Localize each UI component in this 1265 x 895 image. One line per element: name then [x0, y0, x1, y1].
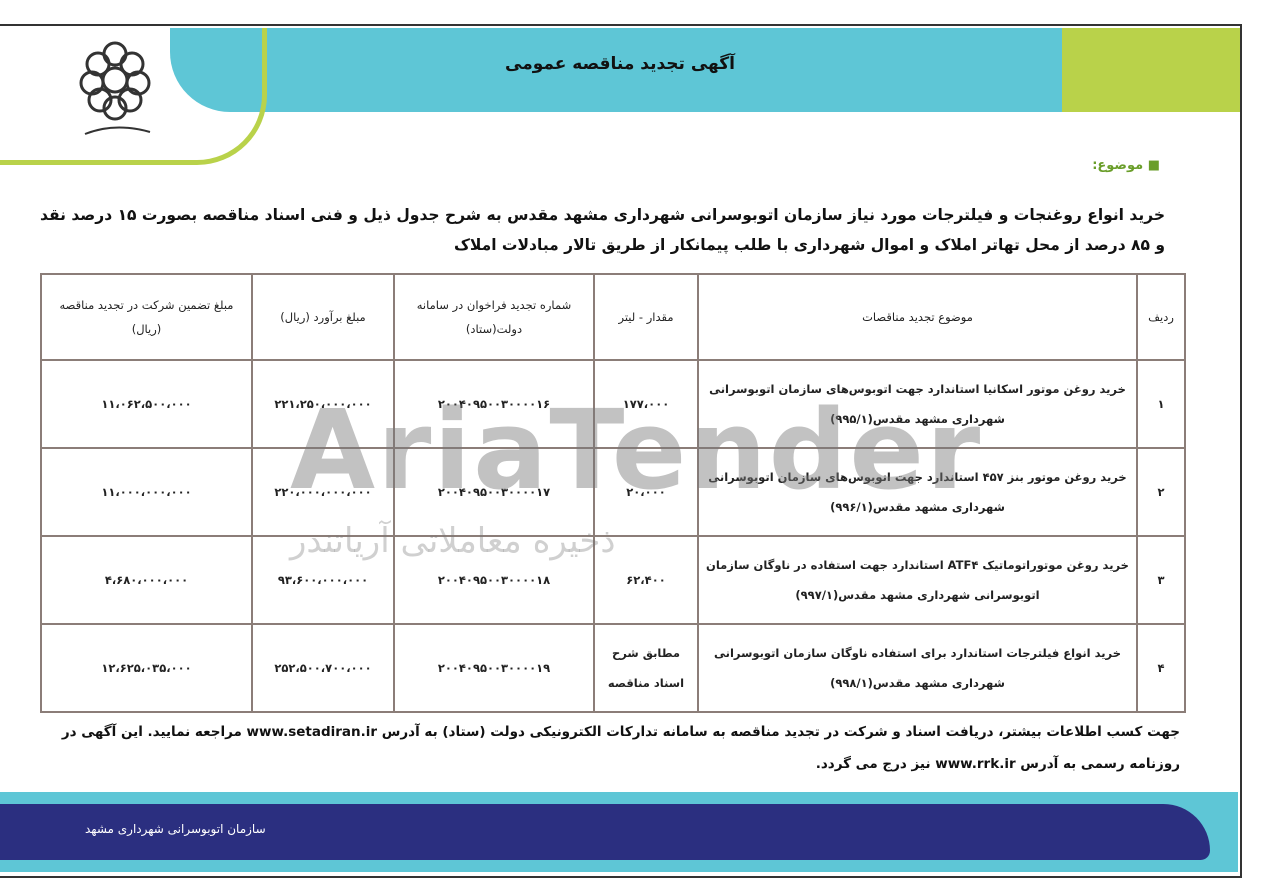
cell-subject: خرید انواع فیلترجات استاندارد برای استفا…	[697, 623, 1138, 713]
col-estimate: مبلغ برآورد (ریال)	[251, 273, 395, 361]
cell-tender-number: ۲۰۰۴۰۹۵۰۰۳۰۰۰۰۱۹	[393, 623, 595, 713]
cell-subject: خرید روغن موتور بنز ۴۵۷ استاندارد جهت ات…	[697, 447, 1138, 537]
cell-quantity: ۱۷۷،۰۰۰	[593, 359, 699, 449]
tender-notice: آگهی تجدید مناقصه عمومی ■ موضوع: خرید ان…	[0, 24, 1242, 878]
cell-estimate: ۲۲۰،۰۰۰،۰۰۰،۰۰۰	[251, 447, 395, 537]
col-guarantee: مبلغ تضمین شرکت در تجدید مناقصه (ریال)	[40, 273, 253, 361]
page-title: آگهی تجدید مناقصه عمومی	[505, 54, 735, 74]
footer-org-name: سازمان اتوبوسرانی شهرداری مشهد	[85, 822, 266, 836]
cell-row-number: ۳	[1136, 535, 1186, 625]
cell-guarantee: ۴،۶۸۰،۰۰۰،۰۰۰	[40, 535, 253, 625]
cell-guarantee: ۱۲،۶۲۵،۰۳۵،۰۰۰	[40, 623, 253, 713]
footer-navy-band: سازمان اتوبوسرانی شهرداری مشهد	[0, 804, 1210, 860]
cell-row-number: ۱	[1136, 359, 1186, 449]
col-row-number: ردیف	[1136, 273, 1186, 361]
intro-text: خرید انواع روغنجات و فیلترجات مورد نیاز …	[40, 206, 1165, 254]
col-subject: موضوع تجدید مناقصات	[697, 273, 1138, 361]
cell-quantity: ۲۰،۰۰۰	[593, 447, 699, 537]
cell-subject: خرید روغن موتور اسکانیا استاندارد جهت ات…	[697, 359, 1138, 449]
cell-quantity: ۶۲،۴۰۰	[593, 535, 699, 625]
cell-tender-number: ۲۰۰۴۰۹۵۰۰۳۰۰۰۰۱۶	[393, 359, 595, 449]
col-tender-number: شماره تجدید فراخوان در سامانه دولت(ستاد)	[393, 273, 595, 361]
cell-guarantee: ۱۱،۰۶۲،۵۰۰،۰۰۰	[40, 359, 253, 449]
footer-text: جهت کسب اطلاعات بیشتر، دریافت اسناد و شر…	[61, 724, 1180, 772]
table-row: ۳ خرید روغن موتوراتوماتیک ATF۴ استاندارد…	[40, 535, 1186, 625]
cell-tender-number: ۲۰۰۴۰۹۵۰۰۳۰۰۰۰۱۷	[393, 447, 595, 537]
header-green-block	[1062, 28, 1240, 112]
cell-estimate: ۲۲۱،۲۵۰،۰۰۰،۰۰۰	[251, 359, 395, 449]
subject-label: ■ موضوع:	[1092, 158, 1160, 173]
cell-row-number: ۲	[1136, 447, 1186, 537]
cell-estimate: ۲۵۲،۵۰۰،۷۰۰،۰۰۰	[251, 623, 395, 713]
table-row: ۱ خرید روغن موتور اسکانیا استاندارد جهت …	[40, 359, 1186, 449]
cell-row-number: ۴	[1136, 623, 1186, 713]
cell-estimate: ۹۳،۶۰۰،۰۰۰،۰۰۰	[251, 535, 395, 625]
table-header-row: ردیف موضوع تجدید مناقصات مقدار - لیتر شم…	[40, 273, 1186, 361]
col-quantity: مقدار - لیتر	[593, 273, 699, 361]
logo-frame	[0, 28, 267, 165]
cell-subject: خرید روغن موتوراتوماتیک ATF۴ استاندارد ج…	[697, 535, 1138, 625]
table-row: ۴ خرید انواع فیلترجات استاندارد برای است…	[40, 623, 1186, 713]
cell-tender-number: ۲۰۰۴۰۹۵۰۰۳۰۰۰۰۱۸	[393, 535, 595, 625]
table-row: ۲ خرید روغن موتور بنز ۴۵۷ استاندارد جهت …	[40, 447, 1186, 537]
tender-table: ردیف موضوع تجدید مناقصات مقدار - لیتر شم…	[40, 273, 1186, 713]
header-band	[170, 28, 1238, 112]
cell-quantity: مطابق شرح اسناد مناقصه	[593, 623, 699, 713]
cell-guarantee: ۱۱،۰۰۰،۰۰۰،۰۰۰	[40, 447, 253, 537]
mashhad-municipality-logo	[79, 41, 151, 135]
